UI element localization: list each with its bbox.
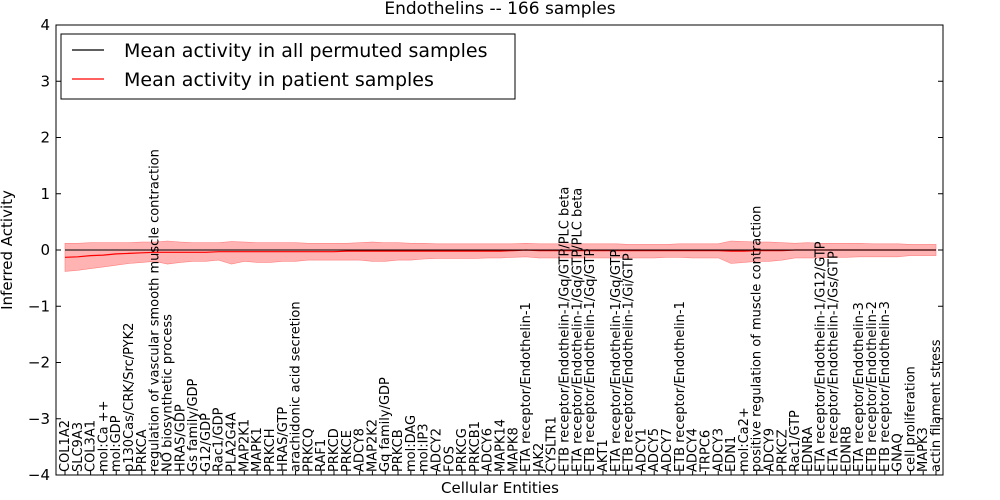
y-tick-label: −3 xyxy=(28,410,50,428)
x-tick-label: G12/GDP xyxy=(199,413,214,472)
y-tick-label: 2 xyxy=(40,129,50,147)
line-layer xyxy=(64,249,936,258)
y-tick-label: 3 xyxy=(40,72,50,90)
x-tick-label: Rac1/GDP xyxy=(212,407,227,472)
x-tick-label: MAPK14 xyxy=(494,419,509,472)
x-axis xyxy=(64,471,937,475)
x-tick-label: Rac1/GTP xyxy=(788,410,803,472)
x-tick-label: Gs family/GDP xyxy=(186,378,201,472)
x-tick-label: HRAS/GTP xyxy=(276,407,291,472)
band-layer xyxy=(64,240,937,272)
x-tick-label: PLA2G4A xyxy=(225,412,240,472)
x-tick-label: mol:IP3 xyxy=(417,423,432,472)
x-tick-label: ADCY8 xyxy=(353,428,368,472)
x-tick-label: actin filament stress xyxy=(929,339,944,472)
x-tick-label: mol:DAG xyxy=(404,415,419,472)
legend: Mean activity in all permuted samples Me… xyxy=(60,33,516,100)
x-tick-label: ETB receptor/Endothelin-1 xyxy=(673,301,688,472)
x-tick-label: cell proliferation xyxy=(903,366,918,472)
x-tick-label: mol:GDP xyxy=(109,415,124,472)
x-tick-label: regulation of vascular smooth muscle con… xyxy=(148,149,163,472)
x-tick-label: mol:Ca2+ xyxy=(737,407,752,472)
chart-title: Endothelins -- 166 samples xyxy=(384,0,615,19)
x-tick-label: EDNRB xyxy=(839,426,854,472)
x-tick-label: TRPC6 xyxy=(698,430,713,473)
legend-box xyxy=(60,33,516,100)
y-tick-label: −1 xyxy=(28,297,50,315)
x-tick-label: ETA receptor/Endothelin-1/Gs/GTP xyxy=(827,251,842,472)
x-tick-label: arachidonic acid secretion xyxy=(289,301,304,472)
x-tick-label: PRKCB xyxy=(391,429,406,472)
x-tick-label: PRKCZ xyxy=(775,429,790,472)
x-axis-label: Cellular Entities xyxy=(441,479,559,497)
x-tick-label: MAP2K2 xyxy=(365,419,380,472)
y-axis-label: Inferred Activity xyxy=(0,190,16,310)
x-tick-label: Gq family/GDP xyxy=(378,377,393,472)
x-tick-label: PRKCH xyxy=(263,428,278,472)
x-tick-label: PRKCG xyxy=(455,428,470,472)
x-tick-label: MAPK3 xyxy=(916,427,931,472)
x-tick-label: ETA receptor/Endothelin-3 xyxy=(852,302,867,472)
x-tick-label: PRKCD xyxy=(327,428,342,472)
x-tick-label: RAF1 xyxy=(314,439,329,472)
x-tick-label: ETB receptor/Endothelin-2 xyxy=(865,301,880,472)
x-tick-label: MAPK8 xyxy=(506,427,521,472)
x-tick-label: ADCY1 xyxy=(634,428,649,472)
x-tick-label: ADCY6 xyxy=(481,428,496,472)
legend-label-patient: Mean activity in patient samples xyxy=(124,69,434,91)
x-tick-label: NO biosynthetic process xyxy=(160,314,175,472)
x-tick-label: MAPK1 xyxy=(250,427,265,472)
x-tick-label: SLC9A3 xyxy=(71,422,86,472)
x-tick-label: ETA receptor/Endothelin-1/Gq/GTP xyxy=(609,250,624,472)
x-tick-label: ADCY2 xyxy=(429,428,444,472)
x-tick-label: COL3A1 xyxy=(84,420,99,472)
x-tick-label: mol:Ca ++ xyxy=(96,400,111,472)
x-tick-label: ADCY4 xyxy=(686,428,701,472)
x-tick-label: positive regulation of muscle contractio… xyxy=(750,206,765,472)
y-axis: 4 3 2 1 0 −1 −2 −3 −4 xyxy=(28,16,943,484)
x-tick-label: ADCY9 xyxy=(762,428,777,472)
x-tick-label: HRAS/GDP xyxy=(173,404,188,472)
x-tick-label: JAK2 xyxy=(532,443,547,473)
x-tick-label: EDNRA xyxy=(801,427,816,472)
x-tick-label: ADCY5 xyxy=(647,428,662,472)
x-tick-label: ETB receptor/Endothelin-1/Gq/GTP xyxy=(583,249,598,472)
x-tick-label: MAP2K1 xyxy=(237,419,252,472)
x-tick-label: PRKCB1 xyxy=(468,421,483,472)
x-tick-label: ETA receptor/Endothelin-1/Gq/GTP/PLC bet… xyxy=(570,188,585,472)
x-tick-label: ADCY7 xyxy=(660,428,675,472)
y-tick-label: 0 xyxy=(40,241,50,259)
x-tick-label: ETA receptor/Endothelin-1 xyxy=(519,302,534,472)
x-tick-label: CYSLTR1 xyxy=(545,416,560,472)
y-tick-label: −2 xyxy=(28,354,50,372)
x-tick-label: ETA receptor/Endothelin-1/G12/GTP xyxy=(814,241,829,472)
y-tick-label: 1 xyxy=(40,185,50,203)
x-tick-label: ETB receptor/Endothelin-3 xyxy=(878,301,893,472)
x-tick-label: p130Cas/CRK/Src/PYK2 xyxy=(122,323,137,472)
x-tick-label: COL1A2 xyxy=(58,420,73,472)
x-tick-label: PRKCE xyxy=(340,430,355,472)
x-tick-label: ETB receptor/Endothelin-1/Gi/GTP xyxy=(622,253,637,472)
x-tick-label: PRKCA xyxy=(135,429,150,472)
x-tick-label: ADCY3 xyxy=(711,428,726,472)
y-tick-label: 4 xyxy=(40,16,50,34)
x-tick-label: AKT1 xyxy=(596,439,611,472)
x-tick-label: GNAQ xyxy=(891,433,906,472)
y-tick-label: −4 xyxy=(28,466,50,484)
x-tick-label: EDN1 xyxy=(724,436,739,472)
confidence-band xyxy=(64,240,937,272)
x-tick-label: FOS xyxy=(442,446,457,472)
x-tick-label: ETB receptor/Endothelin-1/Gq/GTP/PLC bet… xyxy=(558,187,573,472)
x-tick-label: PRKCQ xyxy=(301,428,316,472)
legend-label-permuted: Mean activity in all permuted samples xyxy=(124,40,487,62)
